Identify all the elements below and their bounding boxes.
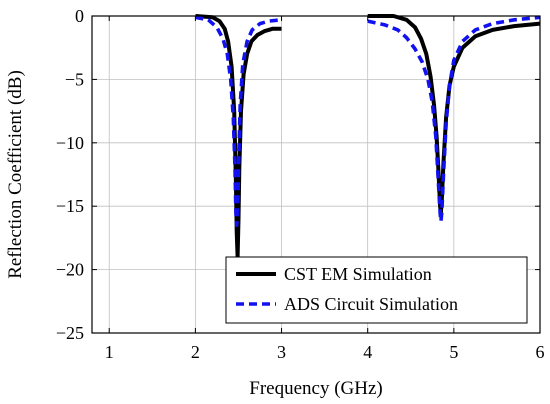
x-tick-label: 3 xyxy=(277,342,286,362)
y-tick-label: −10 xyxy=(56,133,84,153)
legend-label-cst: CST EM Simulation xyxy=(284,264,432,284)
y-tick-label: −15 xyxy=(56,196,84,216)
x-tick-label: 4 xyxy=(363,342,372,362)
legend: CST EM Simulation ADS Circuit Simulation xyxy=(225,256,528,324)
x-axis-title: Frequency (GHz) xyxy=(249,378,382,399)
y-tick-label: −20 xyxy=(56,260,84,280)
plot-lines xyxy=(195,14,541,259)
x-tick-label: 6 xyxy=(536,342,545,362)
x-tick-label: 1 xyxy=(105,342,114,362)
x-tick-label: 5 xyxy=(449,342,458,362)
y-tick-label: −5 xyxy=(65,69,84,89)
y-axis-title: Reflection Coefficient (dB) xyxy=(5,70,26,279)
y-tick-label: −25 xyxy=(56,323,84,343)
ads-series-line-2 xyxy=(367,15,541,224)
axis-ticks: 1 2 3 4 5 6 0 −5 −10 −15 −20 −25 xyxy=(56,6,545,362)
plot-frame xyxy=(91,15,541,334)
legend-label-ads: ADS Circuit Simulation xyxy=(284,294,458,314)
y-tick-label: 0 xyxy=(75,6,84,26)
cst-series-line-1 xyxy=(195,14,282,259)
legend-box xyxy=(225,256,528,324)
ads-series-line-1 xyxy=(195,15,282,227)
x-tick-label: 2 xyxy=(191,342,200,362)
